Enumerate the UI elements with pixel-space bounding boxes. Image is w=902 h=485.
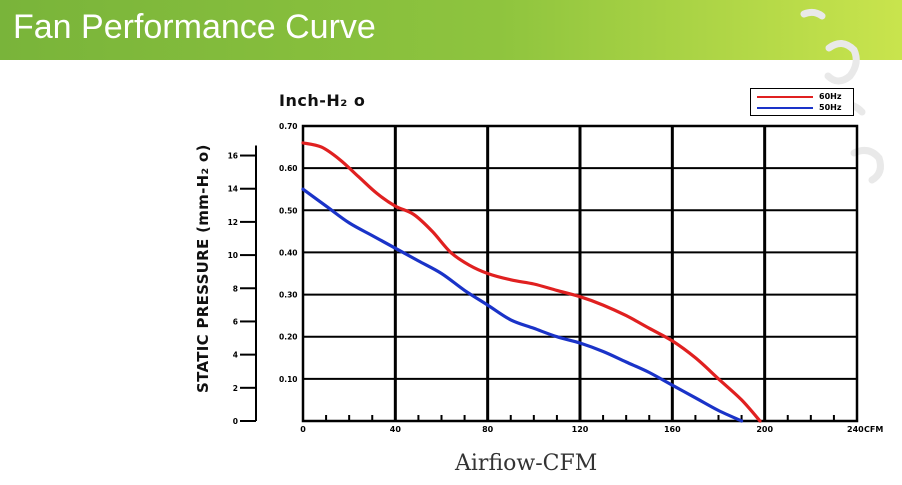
x-tick-label-40: 40: [390, 425, 402, 434]
x-tick-label-160: 160: [664, 425, 681, 434]
x-unit-label: CFM: [864, 425, 883, 434]
legend-item-60hz: 60Hz: [757, 91, 853, 102]
chart-legend: 60Hz 50Hz: [750, 88, 854, 116]
series-line-50hz: [301, 187, 744, 423]
y-inch-tick-label-0.30: 0.30: [279, 291, 298, 300]
legend-swatch-50hz: [757, 107, 813, 109]
y-mm-tick-label-6: 6: [233, 317, 238, 326]
y-mm-tick-label-16: 16: [228, 152, 238, 161]
secondary-axis-unit-label: Inch-H₂ o: [279, 91, 366, 110]
page-title: Fan Performance Curve: [13, 8, 376, 46]
y-inch-tick-label-0.10: 0.10: [279, 375, 298, 384]
y-mm-tick-label-14: 14: [228, 185, 238, 194]
y-mm-tick-label-0: 0: [233, 417, 238, 426]
y-mm-tick-label-12: 12: [228, 218, 238, 227]
y-inch-tick-label-0.60: 0.60: [279, 164, 298, 173]
legend-label-60hz: 60Hz: [819, 92, 842, 101]
series-line-60hz: [301, 141, 762, 423]
x-tick-label-0: 0: [300, 425, 306, 434]
legend-item-50hz: 50Hz: [757, 102, 853, 113]
x-tick-label-120: 120: [572, 425, 589, 434]
x-axis-label: Airfiow-CFM: [455, 451, 598, 476]
y-inch-tick-label-0.70: 0.70: [279, 122, 298, 131]
y-inch-tick-label-0.20: 0.20: [279, 333, 298, 342]
y-mm-tick-label-8: 8: [233, 284, 238, 293]
y-axis-label: STATIC PRESSURE (mm-H₂ o): [194, 144, 212, 393]
y-inch-tick-label-0.50: 0.50: [279, 206, 298, 215]
legend-label-50hz: 50Hz: [819, 103, 842, 112]
x-tick-label-80: 80: [482, 425, 494, 434]
legend-swatch-60hz: [757, 96, 813, 98]
y-mm-tick-label-10: 10: [228, 251, 238, 260]
y-mm-tick-label-4: 4: [233, 351, 238, 360]
y-inch-tick-label-0.40: 0.40: [279, 248, 298, 257]
x-tick-label-240: 240: [847, 425, 864, 434]
y-mm-tick-label-2: 2: [233, 384, 238, 393]
header-bar: Fan Performance Curve: [0, 0, 902, 60]
x-tick-label-200: 200: [756, 425, 773, 434]
